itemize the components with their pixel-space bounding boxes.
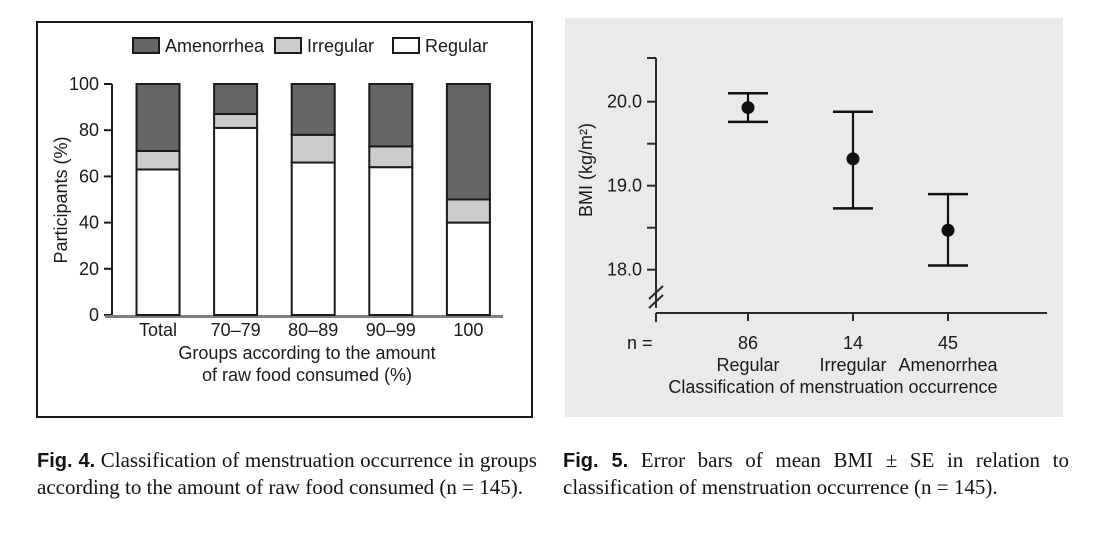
bar-segment-irregular-total: [135, 149, 181, 171]
mean-dot-irregular: [846, 152, 860, 166]
fig5-x-axis-title: Classification of menstruation occurrenc…: [668, 377, 997, 397]
bar-segment-amenorrhea-90–99: [368, 83, 414, 148]
fig5-n-value: 45: [938, 333, 958, 353]
fig5-caption-text: Error bars of mean BMI ± SE in relation …: [563, 448, 1069, 499]
bar-segment-irregular-80–89: [290, 133, 336, 164]
legend-label-irregular: Irregular: [307, 36, 374, 56]
fig4-caption: Fig. 4. Classification of menstruation o…: [37, 447, 537, 500]
fig4-x-tick-label: 100: [453, 320, 483, 340]
fig4-stacked-bar-chart: Amenorrhea Irregular Regular 0 20 40 60 80 100 Pa…: [36, 21, 533, 418]
fig4-y-tick-label: 20: [79, 259, 99, 279]
bar-segment-irregular-70–79: [213, 113, 259, 129]
bar-segment-irregular-90–99: [368, 145, 414, 169]
fig5-caption: Fig. 5. Error bars of mean BMI ± SE in r…: [563, 447, 1069, 500]
legend-swatch-amenorrhea: [132, 37, 160, 54]
fig4-y-tick-label: 60: [79, 166, 99, 186]
fig4-x-tick-label: 70–79: [211, 320, 261, 340]
fig4-x-axis-title: Groups according to the amount: [178, 343, 435, 363]
fig5-y-tick-label: 20.0: [607, 92, 642, 112]
fig4-x-tick-label: 90–99: [366, 320, 416, 340]
legend-swatch-irregular: [274, 37, 302, 54]
fig4-y-tick-label: 40: [79, 213, 99, 233]
bar-segment-amenorrhea-70–79: [213, 83, 259, 116]
bar-segment-regular-total: [135, 168, 181, 316]
fig5-caption-label: Fig. 5.: [563, 450, 629, 472]
fig4-x-tick-label: Total: [139, 320, 177, 340]
fig5-y-tick-label: 19.0: [607, 176, 642, 196]
fig5-panel-background: [565, 18, 1063, 417]
fig5-x-tick-label: Regular: [716, 355, 779, 375]
mean-dot-regular: [741, 101, 755, 115]
fig5-x-tick-label: Amenorrhea: [898, 355, 998, 375]
fig4-x-axis-title: of raw food consumed (%): [202, 365, 412, 385]
fig4-caption-label: Fig. 4.: [37, 450, 96, 472]
fig5-axis-break: [648, 294, 664, 309]
bar-segment-irregular-100: [445, 198, 491, 224]
fig5-n-value: 14: [843, 333, 863, 353]
bar-segment-amenorrhea-total: [135, 83, 181, 152]
fig4-y-axis-title: Participants (%): [51, 136, 71, 263]
fig5-axis-break: [648, 285, 664, 300]
mean-dot-amenorrhea: [941, 223, 955, 237]
fig4-frame: [36, 21, 533, 418]
fig4-caption-text: Classification of menstruation occurrenc…: [37, 448, 537, 499]
fig4-y-tick-label: 80: [79, 120, 99, 140]
fig4-y-tick-label: 0: [89, 305, 99, 325]
fig4-x-tick-label: 80–89: [288, 320, 338, 340]
bar-segment-regular-70–79: [213, 126, 259, 316]
fig5-n-label: n =: [627, 333, 653, 353]
fig4-y-tick-label: 100: [69, 74, 99, 94]
bar-segment-regular-80–89: [290, 161, 336, 316]
fig5-x-tick-label: Irregular: [819, 355, 886, 375]
legend-label-regular: Regular: [425, 36, 488, 56]
bar-segment-amenorrhea-80–89: [290, 83, 336, 136]
fig5-n-value: 86: [738, 333, 758, 353]
legend-label-amenorrhea: Amenorrhea: [165, 36, 265, 56]
fig5-y-axis-title: BMI (kg/m²): [576, 123, 596, 217]
legend-swatch-regular: [392, 37, 420, 54]
bar-segment-regular-90–99: [368, 166, 414, 316]
fig5-y-tick-label: 18.0: [607, 260, 642, 280]
bar-segment-amenorrhea-100: [445, 83, 491, 201]
bar-segment-regular-100: [445, 221, 491, 317]
